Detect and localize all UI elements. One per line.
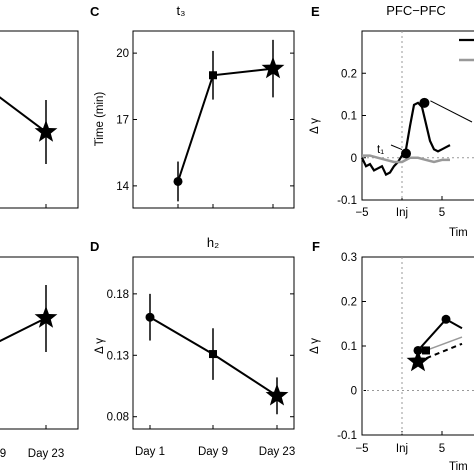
panel-e-plot: -0.1 0 0.1 0.2 −5 Inj 5 t₁ <box>337 31 474 219</box>
panel-c-ytick-label-2: 20 <box>116 48 129 60</box>
panel-b: 9 Day 23 <box>0 256 79 460</box>
panel-e-ytick-label-1: 0 <box>351 153 357 165</box>
panel-c: C t₃ Time (min) 14 17 20 <box>90 3 295 209</box>
panel-f-ytick-label-3: 0.2 <box>341 297 357 309</box>
panel-d-ytick-label-1: 0.13 <box>107 350 129 362</box>
panel-b-series-line <box>0 317 47 343</box>
panel-a-plot <box>0 96 58 208</box>
panel-e: E PFC−PFC Δ γ Tim -0.1 0 0.1 0.2 −5 Inj 5 t₁ <box>309 3 474 239</box>
panel-e-ytick-label-3: 0.2 <box>341 68 357 80</box>
panel-f-point-1-0 <box>422 346 430 355</box>
panel-f-ytick-label-2: 0.1 <box>341 341 357 353</box>
panel-e-t1-arrow <box>390 144 403 150</box>
panel-e-xtick-label-2: 5 <box>439 207 445 219</box>
panel-f: F Δ γ Tim -0.1 0 0.1 0.2 0.3 −5 Inj 5 <box>309 239 474 473</box>
panel-d-point-1 <box>209 350 217 359</box>
panel-d-plot: 0.08 0.13 0.18 Day 1 Day 9 Day 23 <box>107 289 296 458</box>
panel-d-xtick-label-1: Day 9 <box>198 446 228 458</box>
panel-b-frame <box>0 256 79 430</box>
panel-e-xtick-label-1: Inj <box>396 207 408 219</box>
panel-a-point-day23 <box>34 120 58 142</box>
panel-d-point-2 <box>265 383 289 406</box>
panel-c-ytick-label-1: 17 <box>116 115 129 127</box>
panel-b-plot: 9 Day 23 <box>0 285 64 460</box>
panel-e-ylabel: Δ γ <box>309 118 321 134</box>
panel-e-ytick-label-2: 0.1 <box>341 111 357 123</box>
panel-f-ytick-label-4: 0.3 <box>341 252 357 264</box>
panel-d-xtick-label-2: Day 23 <box>259 446 295 458</box>
panel-c-point-0 <box>173 176 183 186</box>
panel-f-series-1 <box>425 336 463 352</box>
panel-b-xtick-label-1: Day 23 <box>28 448 64 460</box>
panel-e-peak-arrow <box>430 100 473 123</box>
panel-f-point-0-1 <box>441 314 451 324</box>
panel-e-t1-label: t₁ <box>377 144 384 156</box>
panel-f-ytick-label-0: -0.1 <box>337 430 357 442</box>
panel-d-letter: D <box>90 239 99 254</box>
panel-a <box>0 30 79 209</box>
panel-d: D h₂ Δ γ 0.08 0.13 0.18 Day 1 Day 9 Day 23 <box>90 235 295 458</box>
panel-f-xtick-label-0: −5 <box>355 443 368 455</box>
panel-b-xtick-label-0: 9 <box>0 448 6 460</box>
panel-c-title: t₃ <box>177 3 186 18</box>
panel-f-letter: F <box>312 239 320 254</box>
panel-f-series-2 <box>417 342 463 363</box>
panel-f-ytick-label-1: 0 <box>351 386 357 398</box>
panel-e-ytick-label-0: -0.1 <box>337 195 357 207</box>
panel-f-xtick-label-1: Inj <box>396 443 408 455</box>
panel-c-point-1 <box>209 71 217 80</box>
panel-c-ylabel: Time (min) <box>94 92 106 147</box>
panel-a-series-line <box>0 96 47 133</box>
panel-f-xlabel: Tim <box>449 461 468 473</box>
panel-d-ytick-label-2: 0.18 <box>107 289 129 301</box>
panel-e-series-1 <box>362 154 450 164</box>
panel-e-frame <box>361 30 474 201</box>
panel-c-plot: 14 17 20 <box>116 39 294 208</box>
panel-f-xtick-label-2: 5 <box>439 443 445 455</box>
panel-d-ylabel: Δ γ <box>94 338 106 354</box>
panel-e-point-1 <box>419 97 430 108</box>
panel-e-series-0 <box>361 101 451 177</box>
panel-d-point-0 <box>145 312 155 322</box>
panel-c-point-2 <box>261 56 285 79</box>
panel-e-xtick-label-0: −5 <box>355 207 368 219</box>
panel-b-point-day23 <box>34 306 58 328</box>
panel-f-ylabel: Δ γ <box>309 338 321 354</box>
panel-c-letter: C <box>90 4 100 19</box>
panel-c-series-line <box>177 67 274 182</box>
panel-a-frame <box>0 30 79 209</box>
panel-d-title: h₂ <box>207 235 219 250</box>
panel-d-ytick-label-0: 0.08 <box>107 412 129 424</box>
panel-e-xlabel: Tim <box>449 227 468 239</box>
panel-f-plot: -0.1 0 0.1 0.2 0.3 −5 Inj 5 <box>337 252 474 455</box>
panel-d-xtick-label-0: Day 1 <box>135 446 165 458</box>
panel-e-letter: E <box>311 4 320 19</box>
panel-e-title: PFC−PFC <box>386 3 446 18</box>
panel-e-point-0 <box>401 148 411 159</box>
panel-c-ytick-label-0: 14 <box>116 181 129 193</box>
panel-f-point-2-0 <box>406 349 430 372</box>
